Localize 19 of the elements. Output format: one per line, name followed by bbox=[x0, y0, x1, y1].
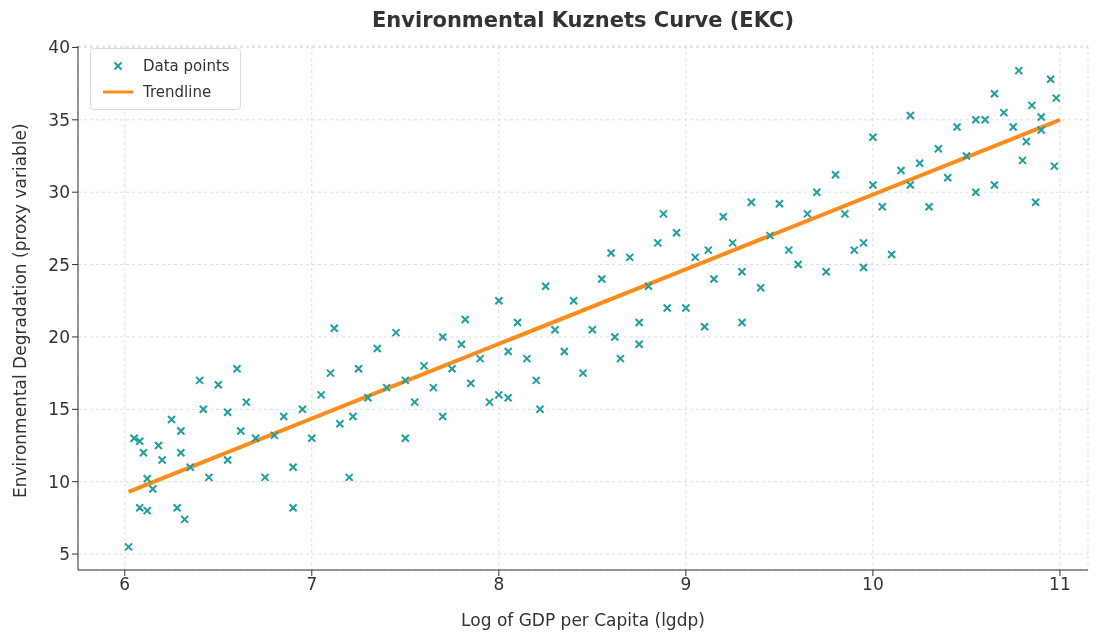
y-tick-label: 25 bbox=[48, 254, 70, 275]
chart-title: Environmental Kuznets Curve (EKC) bbox=[370, 8, 796, 34]
y-axis-title: Environmental Degradation (proxy variable) bbox=[10, 123, 31, 498]
x-axis-title: Log of GDP per Capita (lgdp) bbox=[461, 610, 705, 630]
x-tick-label: 10 bbox=[862, 574, 884, 595]
y-tick-label: 15 bbox=[48, 399, 70, 420]
y-tick-label: 20 bbox=[48, 326, 70, 347]
x-tick-label: 7 bbox=[306, 574, 318, 595]
y-tick-label: 10 bbox=[48, 471, 70, 492]
x-tick-label: 8 bbox=[493, 574, 505, 595]
y-tick-label: 30 bbox=[48, 182, 70, 203]
x-tick-label: 11 bbox=[1049, 574, 1071, 595]
legend-label: Data points bbox=[143, 57, 230, 75]
legend-label: Trendline bbox=[143, 83, 212, 101]
y-tick-label: 40 bbox=[48, 37, 70, 58]
x-tick-label: 6 bbox=[119, 574, 131, 595]
y-tick-label: 35 bbox=[48, 109, 70, 130]
x-tick-label: 9 bbox=[680, 574, 692, 595]
y-tick-label: 5 bbox=[59, 544, 70, 565]
